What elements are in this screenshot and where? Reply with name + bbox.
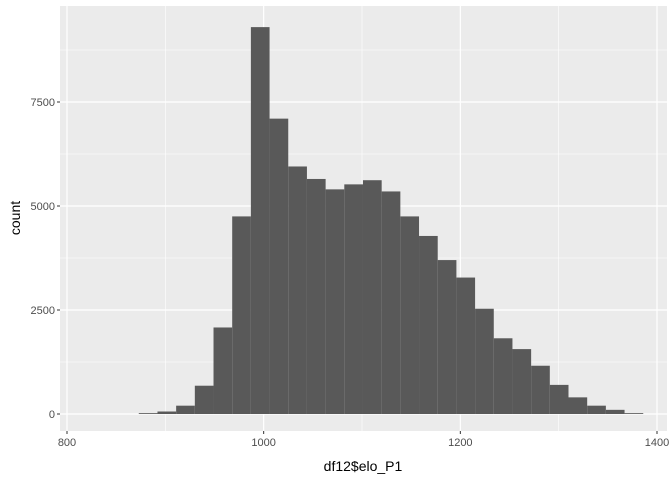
x-tick-label: 800 xyxy=(58,437,76,449)
histogram-bar xyxy=(549,384,569,414)
histogram-bar xyxy=(512,349,532,414)
histogram-bar xyxy=(568,397,588,414)
histogram-bar xyxy=(194,385,214,414)
histogram-bar xyxy=(325,189,345,414)
x-axis-title: df12$elo_P1 xyxy=(324,458,403,474)
x-axis: 800 1000 1200 1400 xyxy=(58,431,669,449)
histogram-bar xyxy=(419,235,438,414)
histogram-bar xyxy=(493,338,513,414)
histogram-bar xyxy=(232,216,251,414)
histogram-bars xyxy=(138,27,644,415)
histogram-bar xyxy=(269,118,289,414)
y-axis-title: count xyxy=(7,201,23,235)
histogram-bar xyxy=(250,27,270,415)
x-tick-label: 1400 xyxy=(645,437,669,449)
histogram-bar xyxy=(475,308,494,414)
y-tick-label: 7500 xyxy=(31,97,55,109)
y-tick-label: 5000 xyxy=(31,201,55,213)
histogram-bar xyxy=(157,411,177,414)
histogram-bar xyxy=(306,178,326,414)
histogram-bar xyxy=(456,277,476,414)
histogram-bar xyxy=(344,184,363,414)
histogram-bar xyxy=(362,180,382,414)
histogram-bar xyxy=(624,413,644,414)
y-tick-label: 0 xyxy=(49,409,55,421)
histogram-bar xyxy=(587,405,606,414)
histogram-bar xyxy=(138,413,158,414)
histogram-bar xyxy=(400,216,420,414)
histogram-bar xyxy=(381,191,401,414)
histogram-bar xyxy=(213,327,233,414)
histogram-bar xyxy=(437,260,457,414)
histogram-bar xyxy=(605,409,625,414)
y-axis: 0 2500 5000 7500 xyxy=(31,97,60,421)
y-tick-label: 2500 xyxy=(31,305,55,317)
x-tick-label: 1000 xyxy=(251,437,275,449)
histogram-bar xyxy=(531,365,550,414)
histogram-bar xyxy=(288,166,307,414)
histogram-bar xyxy=(176,405,195,414)
x-tick-label: 1200 xyxy=(448,437,472,449)
